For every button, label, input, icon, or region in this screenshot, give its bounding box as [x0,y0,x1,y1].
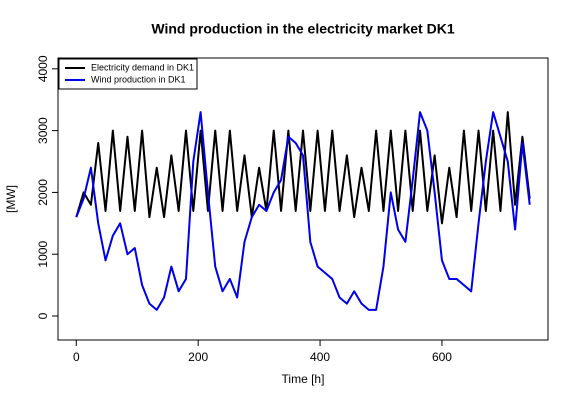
x-tick-label: 200 [188,350,208,364]
x-tick-label: 0 [73,350,80,364]
y-tick-label: 2000 [36,179,50,206]
legend-box [58,58,198,90]
series-line [75,111,531,311]
series-line [75,111,531,225]
legend-label: Electricity demand in DK1 [91,62,194,72]
x-tick-label: 600 [432,350,452,364]
legend-label: Wind production in DK1 [91,74,186,84]
y-tick-label: 0 [36,312,50,319]
y-tick-label: 1000 [36,241,50,268]
chart-title: Wind production in the electricity marke… [151,21,454,37]
plot-box [57,57,549,341]
x-axis-label: Time [h] [282,372,325,386]
y-tick-label: 4000 [36,55,50,82]
x-tick-label: 400 [310,350,330,364]
y-axis-label: [MW] [4,185,18,213]
y-tick-label: 3000 [36,117,50,144]
